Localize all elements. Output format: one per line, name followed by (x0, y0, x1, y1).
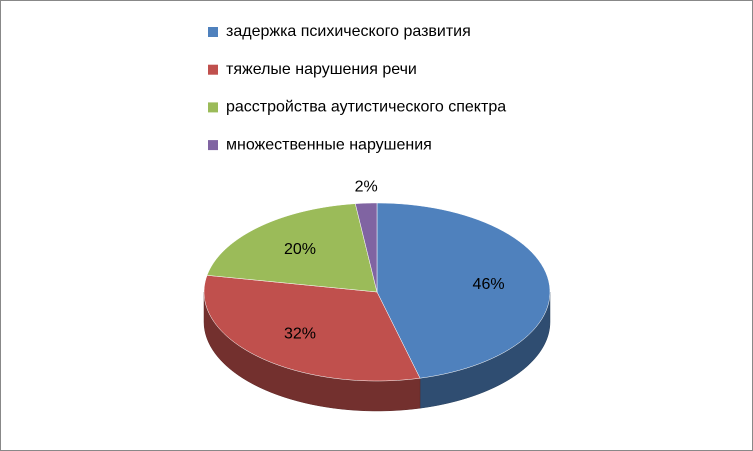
legend-swatch (208, 140, 218, 151)
legend-label: множественные нарушения (226, 136, 432, 153)
legend-swatch (208, 102, 218, 113)
legend-swatch (208, 27, 218, 37)
data-label: 2% (355, 178, 378, 195)
slice (206, 203, 378, 293)
legend: задержка психического развития тяжелые на… (208, 23, 506, 153)
data-label: 46% (473, 276, 505, 293)
slice (203, 275, 421, 382)
data-label: 20% (284, 241, 316, 258)
legend-label: тяжелые нарушения речи (226, 61, 417, 78)
legend-swatch (208, 64, 218, 75)
data-label: 32% (284, 325, 316, 342)
legend-label: задержка психического развития (226, 23, 471, 40)
slice (376, 202, 551, 379)
slice (355, 202, 378, 293)
pie-tops (203, 202, 551, 382)
labels: 46% 32% 20% 2% (284, 178, 505, 342)
legend-label: расстройства аутистического спектра (226, 99, 506, 116)
